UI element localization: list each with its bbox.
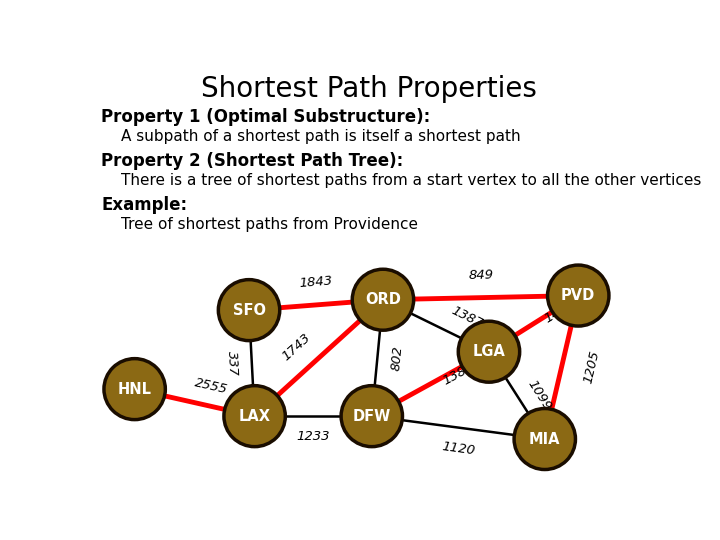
Ellipse shape [218, 280, 279, 341]
Text: 142: 142 [542, 301, 570, 326]
Text: ORD: ORD [365, 292, 401, 307]
Text: 1743: 1743 [279, 332, 313, 363]
Ellipse shape [547, 265, 609, 326]
Text: LAX: LAX [238, 409, 271, 424]
Text: 1843: 1843 [299, 274, 333, 290]
Text: Property 2 (Shortest Path Tree):: Property 2 (Shortest Path Tree): [101, 152, 403, 170]
Text: Example:: Example: [101, 196, 187, 214]
Ellipse shape [341, 386, 402, 447]
Ellipse shape [224, 386, 285, 447]
Text: 1387: 1387 [449, 304, 485, 330]
Ellipse shape [352, 269, 413, 330]
Text: 337: 337 [225, 350, 240, 376]
Text: Shortest Path Properties: Shortest Path Properties [201, 75, 537, 103]
Text: 1099: 1099 [525, 378, 554, 413]
Ellipse shape [514, 409, 575, 469]
Text: 1387: 1387 [441, 360, 476, 387]
Text: Property 1 (Optimal Substructure):: Property 1 (Optimal Substructure): [101, 109, 431, 126]
Text: 1205: 1205 [582, 349, 603, 385]
Text: 1120: 1120 [441, 440, 476, 457]
Text: MIA: MIA [529, 431, 560, 447]
Ellipse shape [458, 321, 520, 382]
Text: PVD: PVD [561, 288, 595, 303]
Text: A subpath of a shortest path is itself a shortest path: A subpath of a shortest path is itself a… [121, 129, 521, 144]
Text: There is a tree of shortest paths from a start vertex to all the other vertices: There is a tree of shortest paths from a… [121, 173, 701, 188]
Ellipse shape [104, 359, 166, 420]
Text: HNL: HNL [117, 382, 152, 396]
Text: DFW: DFW [353, 409, 391, 424]
Text: LGA: LGA [472, 344, 505, 359]
Text: 2555: 2555 [194, 376, 229, 396]
Text: 802: 802 [390, 345, 405, 371]
Text: 1233: 1233 [297, 430, 330, 443]
Text: 849: 849 [468, 268, 493, 281]
Text: SFO: SFO [233, 302, 266, 318]
Text: Tree of shortest paths from Providence: Tree of shortest paths from Providence [121, 217, 418, 232]
